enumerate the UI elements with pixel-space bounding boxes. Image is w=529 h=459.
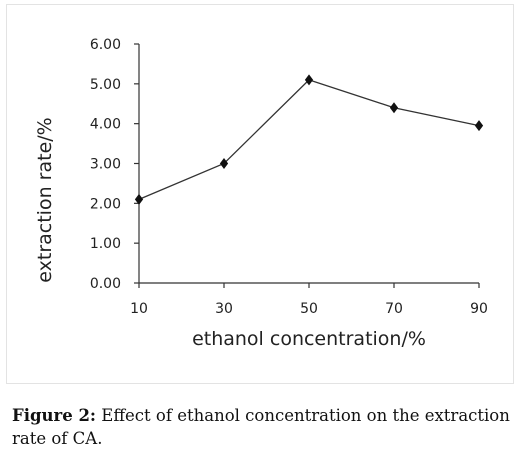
data-point-marker bbox=[474, 120, 484, 132]
y-axis-label: extraction rate/% bbox=[34, 117, 56, 282]
x-tick-label: 70 bbox=[385, 301, 403, 317]
figure-frame: 0.00 1.00 2.00 3.00 4.00 5.00 6.00 10 30 50 70 90 … bbox=[6, 4, 514, 384]
y-tick-label: 5.00 bbox=[90, 77, 121, 93]
x-tick-label: 10 bbox=[130, 301, 148, 317]
data-point-marker bbox=[389, 102, 399, 114]
data-point-marker bbox=[304, 74, 314, 86]
x-tick-label: 30 bbox=[215, 301, 233, 317]
data-point-marker bbox=[134, 193, 144, 205]
series-line bbox=[138, 79, 480, 200]
x-axis: 10 30 50 70 90 bbox=[130, 282, 488, 317]
line-chart: 0.001.002.003.004.005.006.00 10 30 50 70 90 … bbox=[34, 37, 488, 350]
y-tick-label: 0.00 bbox=[90, 276, 121, 292]
caption-label: Figure 2: bbox=[12, 406, 97, 425]
x-tick-label: 90 bbox=[470, 301, 488, 317]
caption-text: Effect of ethanol concentration on the e… bbox=[12, 406, 510, 448]
data-point-marker bbox=[219, 158, 229, 169]
x-axis-label: ethanol concentration/% bbox=[192, 328, 426, 350]
series-group bbox=[134, 74, 484, 205]
x-tick-label: 50 bbox=[300, 301, 318, 317]
y-tick-label: 6.00 bbox=[90, 37, 121, 53]
figure-caption: Figure 2: Effect of ethanol concentratio… bbox=[12, 404, 517, 450]
y-tick-label: 4.00 bbox=[90, 117, 121, 133]
y-axis: 0.00 1.00 2.00 3.00 4.00 5.00 6.00 bbox=[90, 37, 140, 292]
y-tick-label: 2.00 bbox=[90, 196, 121, 212]
y-tick-label: 1.00 bbox=[90, 236, 121, 252]
y-tick-label: 3.00 bbox=[90, 157, 121, 173]
